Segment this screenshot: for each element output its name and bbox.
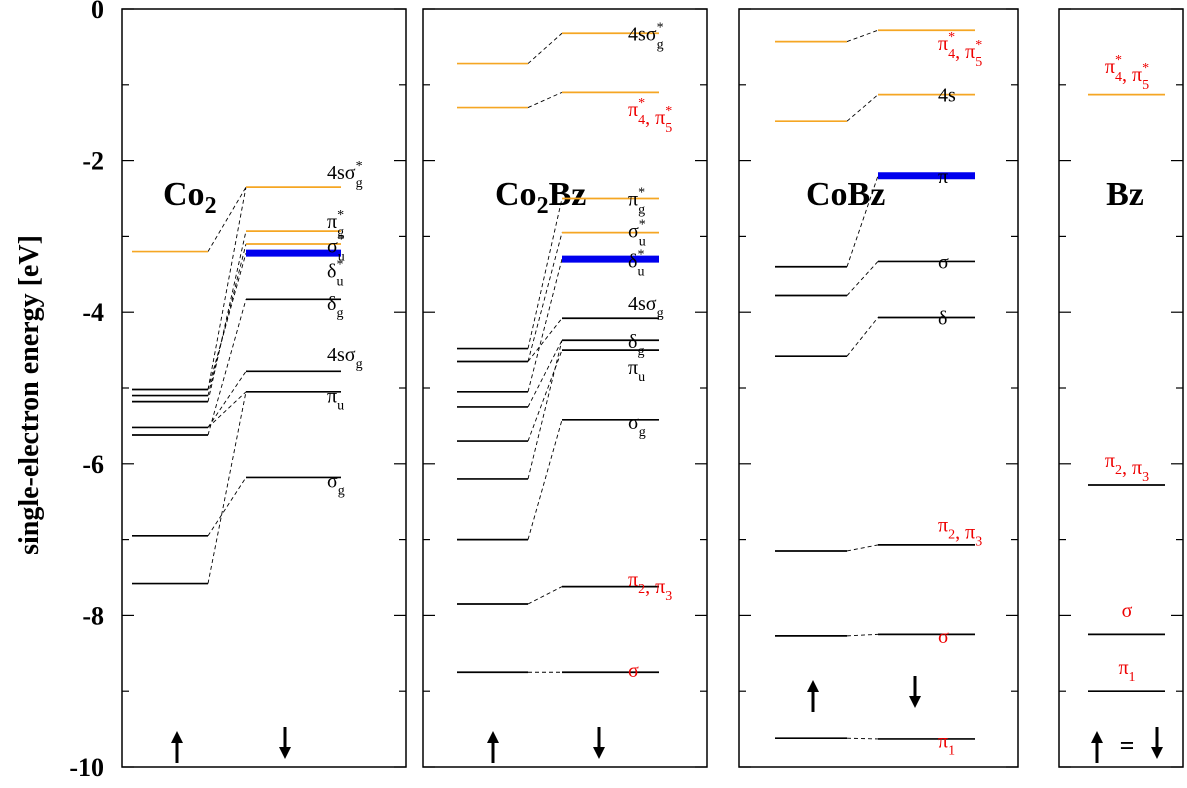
level-connector <box>527 232 563 362</box>
level-connector <box>846 544 879 552</box>
spin-up-arrow-icon <box>807 680 819 712</box>
y-tick-label: -2 <box>82 147 104 176</box>
level-connector <box>527 586 563 605</box>
panel-frame <box>1058 8 1184 768</box>
orbital-label: π* g <box>628 186 645 218</box>
panel-3: CoBz π* 4, π* 5 4s π σ δ π2, π3 σ π1 <box>738 8 1019 768</box>
panel-frame <box>121 8 407 768</box>
orbital-label: σ <box>938 251 949 273</box>
orbital-label: π2, π3 <box>628 569 672 604</box>
y-tick-label: -4 <box>82 298 104 327</box>
level-connector <box>527 32 563 64</box>
level-connector <box>207 230 247 402</box>
level-connector <box>527 91 563 108</box>
level-connector <box>846 29 879 43</box>
orbital-label: σ* u <box>628 217 646 249</box>
y-tick-label: 0 <box>91 0 104 24</box>
orbital-label: δg <box>327 293 343 321</box>
orbital-label: 4sσ* g <box>628 20 664 52</box>
level-connector <box>207 187 247 390</box>
orbital-label: π2, π3 <box>1105 450 1149 485</box>
orbital-label: 4s <box>938 85 956 107</box>
spin-down-arrow-icon <box>593 727 605 759</box>
level-connector <box>846 317 879 357</box>
orbital-label: πu <box>327 386 344 414</box>
level-connector <box>527 198 563 349</box>
level-connector <box>527 259 563 392</box>
orbital-label: πu <box>628 357 645 385</box>
level-connector <box>207 186 247 252</box>
orbital-label: δ* u <box>327 258 343 290</box>
orbital-label: π1 <box>1118 657 1135 685</box>
level-connector <box>527 340 563 408</box>
level-connector <box>207 299 247 436</box>
level-connector <box>207 391 247 428</box>
orbital-label: π* g <box>327 208 344 240</box>
spin-up-arrow-icon <box>487 731 499 763</box>
orbital-label: π1 <box>938 730 955 758</box>
panel-title: Bz <box>1106 176 1144 213</box>
orbital-label: σ <box>1122 600 1133 622</box>
y-tick-label: -8 <box>82 601 104 630</box>
orbital-label: σg <box>327 470 345 498</box>
level-connector <box>846 261 879 296</box>
spin-down-arrow-icon <box>279 727 291 759</box>
orbital-label: π* 4, π* 5 <box>628 96 672 136</box>
orbital-label: σ <box>938 626 949 648</box>
panel-title: CoBz <box>806 176 885 213</box>
level-connector <box>527 317 563 362</box>
equal-sign: = <box>1120 731 1135 760</box>
orbital-label: π* 4, π* 5 <box>938 30 982 70</box>
orbital-label: δ <box>938 308 947 330</box>
level-connector <box>207 477 247 537</box>
y-axis-label: single-electron energy [eV] <box>14 235 45 555</box>
y-tick-label: -10 <box>69 753 104 782</box>
orbital-label: π* 4, π* 5 <box>1105 53 1149 93</box>
level-connector <box>527 419 563 540</box>
orbital-label: σg <box>628 412 646 440</box>
level-connector <box>527 349 563 442</box>
spin-down-arrow-icon <box>909 676 921 708</box>
spin-down-arrow-icon <box>1151 727 1163 759</box>
panel-title: Co2Bz <box>495 176 586 219</box>
orbital-label: 4sσg <box>628 293 664 321</box>
orbital-label: 4sσ* g <box>327 159 363 191</box>
orbital-label: π <box>938 166 948 188</box>
y-tick-label: -6 <box>82 450 104 479</box>
panel-frame <box>738 8 1019 768</box>
orbital-label: π2, π3 <box>938 514 982 549</box>
orbital-label: δg <box>628 331 644 359</box>
panel-title: Co2 <box>163 176 217 219</box>
level-connector <box>846 737 879 740</box>
level-connector <box>527 340 563 480</box>
orbital-label: σ <box>628 660 639 682</box>
orbital-label: σ* u <box>327 232 345 264</box>
level-connector <box>207 371 247 428</box>
panel-1: Co2 4sσ* g π* gσ* uδ* u δg 4sσg πu σg <box>121 8 407 768</box>
level-connector <box>846 94 879 122</box>
level-connector <box>207 391 247 584</box>
orbital-label: δ* u <box>628 248 644 280</box>
level-connector <box>207 252 247 390</box>
level-connector <box>846 633 879 637</box>
spin-up-arrow-icon <box>1091 731 1103 763</box>
orbital-label: 4sσg <box>327 344 363 372</box>
panel-4: Bz π* 4, π* 5 π2, π3 σ π1 = <box>1058 8 1184 768</box>
level-connector <box>207 243 247 396</box>
level-connector <box>846 175 879 267</box>
spin-up-arrow-icon <box>171 731 183 763</box>
